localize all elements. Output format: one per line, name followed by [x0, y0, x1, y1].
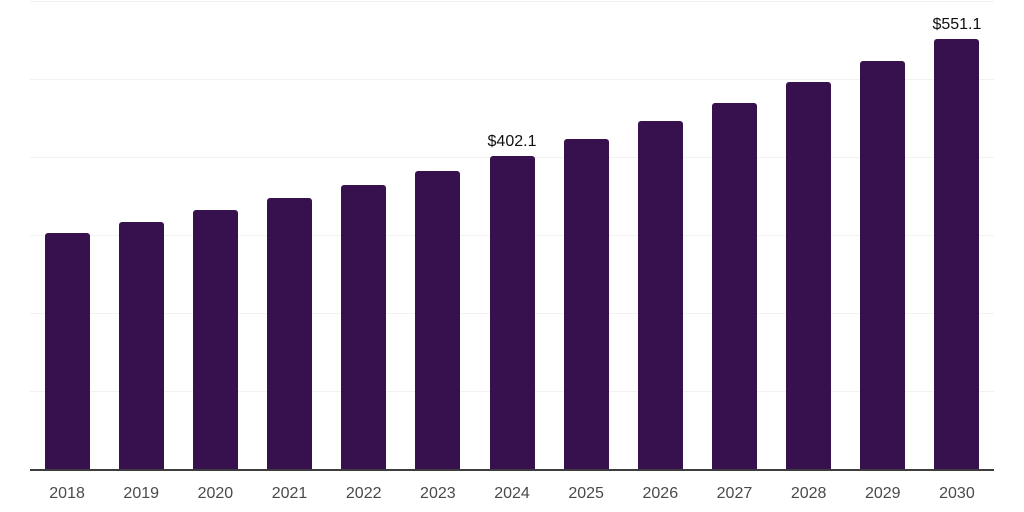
- bar-2019: [118, 222, 164, 470]
- x-tick-label-2025: 2025: [568, 485, 604, 502]
- bar-2026: [637, 121, 683, 470]
- x-tick-label-2021: 2021: [271, 485, 308, 502]
- data-label-2030: $551.1: [932, 16, 982, 34]
- data-label-2024: $402.1: [487, 132, 537, 150]
- x-tick-label-2020: 2020: [197, 485, 234, 502]
- x-tick-label-2027: 2027: [716, 485, 753, 502]
- bar-2021: [267, 197, 313, 470]
- bar-2022: [341, 184, 387, 470]
- x-tick-label-2019: 2019: [123, 485, 160, 502]
- bar-2030: [934, 39, 980, 470]
- bar-2024: [489, 155, 535, 470]
- bar-2018: [44, 233, 90, 470]
- bar-2023: [415, 171, 461, 470]
- x-tick-label-2026: 2026: [642, 485, 679, 502]
- bar-2029: [860, 61, 906, 470]
- x-tick-label-2024: 2024: [494, 485, 530, 502]
- x-tick-label-2022: 2022: [345, 485, 382, 502]
- x-tick-label-2018: 2018: [49, 485, 85, 502]
- bar-2020: [192, 209, 238, 470]
- x-tick-label-2023: 2023: [420, 485, 456, 502]
- x-tick-label-2030: 2030: [939, 485, 975, 502]
- x-tick-label-2028: 2028: [790, 485, 827, 502]
- x-axis-line: [30, 469, 994, 471]
- bar-2028: [786, 82, 832, 470]
- gridline-500: [30, 78, 994, 80]
- bar-2027: [711, 102, 757, 470]
- bar-2025: [563, 138, 609, 470]
- x-tick-label-2029: 2029: [864, 485, 901, 502]
- gridline-600: [30, 0, 994, 2]
